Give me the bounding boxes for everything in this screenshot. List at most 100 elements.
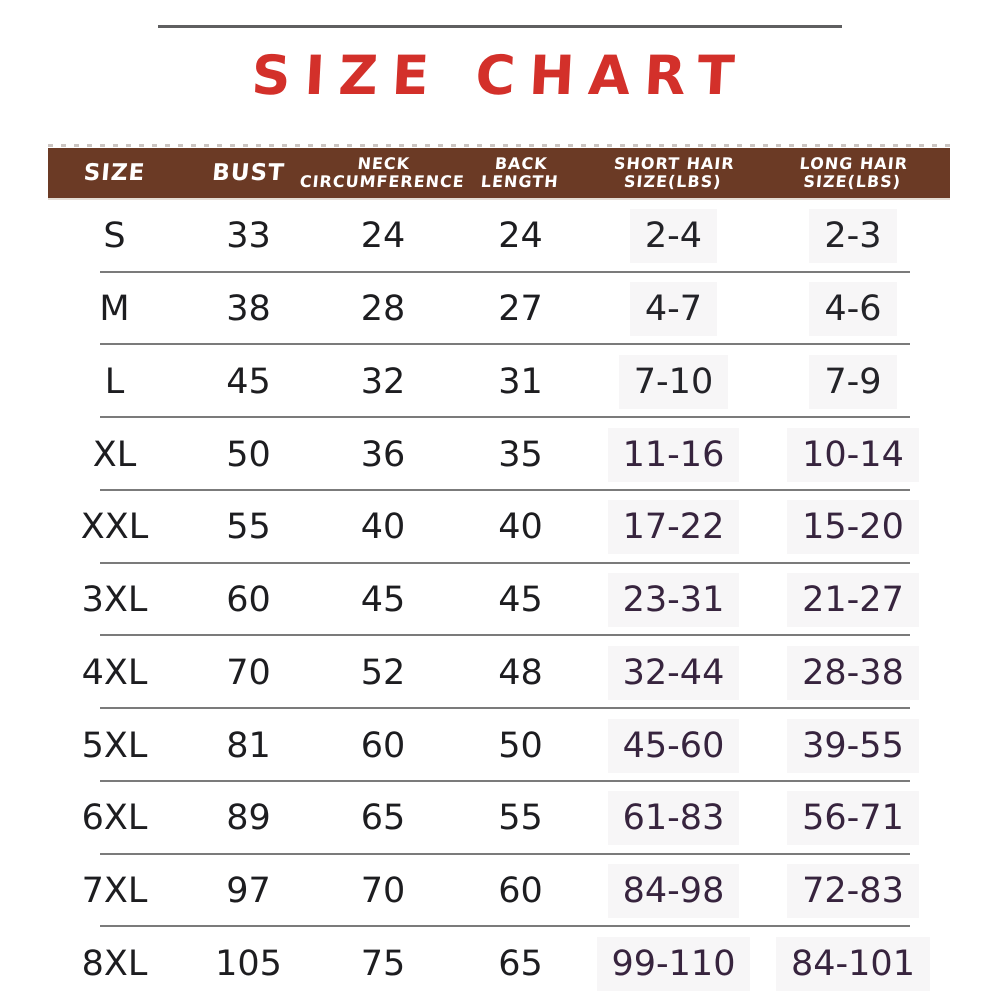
table-row: XL 50 36 35 11-16 10-14 <box>48 418 950 491</box>
cell-neck-circumference: 45 <box>360 580 406 621</box>
long-hair-value: 10-14 <box>787 427 919 482</box>
cell-long-hair-size: 28-38 <box>756 645 950 700</box>
cell-bust: 105 <box>215 943 282 984</box>
cell-back-length: 40 <box>498 507 543 548</box>
cell-short-hair-size: 23-31 <box>591 573 756 628</box>
short-hair-value: 23-31 <box>607 573 740 628</box>
page-title: SIZE CHART <box>250 44 750 107</box>
cell-neck-circumference: 65 <box>360 798 406 839</box>
cell-bust: 89 <box>226 798 271 839</box>
cell-long-hair-size: 39-55 <box>756 718 950 773</box>
cell-back-length: 35 <box>498 434 543 475</box>
short-hair-value: 32-44 <box>607 645 740 700</box>
cell-short-hair-size: 17-22 <box>591 500 756 555</box>
table-row: 7XL 97 70 60 84-98 72-83 <box>48 855 950 928</box>
cell-long-hair-size: 10-14 <box>756 427 950 482</box>
cell-back-length: 27 <box>498 289 543 330</box>
cell-neck-circumference: 36 <box>360 434 406 475</box>
cell-neck-circumference: 52 <box>360 652 406 693</box>
column-header-neck-circumference: NECK CIRCUMFERENCE <box>299 153 466 191</box>
cell-size: 7XL <box>81 870 148 911</box>
cell-back-length: 24 <box>498 216 543 257</box>
cell-bust: 38 <box>226 289 271 330</box>
long-hair-value: 15-20 <box>787 500 919 555</box>
cell-long-hair-size: 15-20 <box>756 500 950 555</box>
cell-neck-circumference: 60 <box>360 725 406 766</box>
cell-size: XL <box>92 434 137 475</box>
cell-bust: 60 <box>226 580 271 621</box>
cell-size: S <box>103 216 126 257</box>
cell-bust: 50 <box>226 434 271 475</box>
cell-size: 8XL <box>81 943 148 984</box>
cell-bust: 33 <box>226 216 271 257</box>
cell-size: 6XL <box>81 798 148 839</box>
long-hair-value: 4-6 <box>809 282 897 337</box>
cell-short-hair-size: 84-98 <box>591 863 756 918</box>
cell-short-hair-size: 45-60 <box>591 718 756 773</box>
table-row: L 45 32 31 7-10 7-9 <box>48 345 950 418</box>
table-row: S 33 24 24 2-4 2-3 <box>48 200 950 273</box>
table-row: 6XL 89 65 55 61-83 56-71 <box>48 782 950 855</box>
cell-short-hair-size: 11-16 <box>591 427 756 482</box>
table-row: 8XL 105 75 65 99-110 84-101 <box>48 927 950 1000</box>
cell-back-length: 60 <box>498 870 543 911</box>
long-hair-value: 84-101 <box>776 936 930 991</box>
cell-short-hair-size: 61-83 <box>591 791 756 846</box>
cell-bust: 81 <box>226 725 271 766</box>
cell-long-hair-size: 21-27 <box>756 573 950 628</box>
table-row: 3XL 60 45 45 23-31 21-27 <box>48 564 950 637</box>
long-hair-value: 39-55 <box>787 718 919 773</box>
table-row: M 38 28 27 4-7 4-6 <box>48 273 950 346</box>
short-hair-value: 11-16 <box>607 427 740 482</box>
column-header-short-hair-size: SHORT HAIR SIZE(LBS) <box>613 153 736 191</box>
cell-neck-circumference: 70 <box>360 870 406 911</box>
cell-size: 5XL <box>81 725 148 766</box>
short-hair-value: 7-10 <box>618 354 729 409</box>
cell-long-hair-size: 2-3 <box>756 209 950 264</box>
table-header-row: SIZE BUST NECK CIRCUMFERENCE BACK LENGTH… <box>48 144 950 200</box>
cell-short-hair-size: 7-10 <box>591 354 756 409</box>
cell-bust: 70 <box>226 652 271 693</box>
cell-bust: 97 <box>226 870 271 911</box>
top-divider-line <box>158 25 842 28</box>
long-hair-value: 7-9 <box>809 354 897 409</box>
cell-size: 4XL <box>81 652 148 693</box>
long-hair-value: 72-83 <box>787 863 919 918</box>
cell-back-length: 55 <box>498 798 543 839</box>
long-hair-value: 2-3 <box>809 209 897 264</box>
cell-neck-circumference: 32 <box>360 361 406 402</box>
table-row: XXL 55 40 40 17-22 15-20 <box>48 491 950 564</box>
cell-bust: 55 <box>226 507 271 548</box>
cell-back-length: 45 <box>498 580 543 621</box>
cell-back-length: 50 <box>498 725 543 766</box>
table-row: 5XL 81 60 50 45-60 39-55 <box>48 709 950 782</box>
long-hair-value: 21-27 <box>787 573 919 628</box>
cell-size: 3XL <box>81 580 148 621</box>
cell-long-hair-size: 4-6 <box>756 282 950 337</box>
cell-back-length: 48 <box>498 652 543 693</box>
cell-neck-circumference: 40 <box>360 507 406 548</box>
column-header-size: SIZE <box>82 159 147 186</box>
short-hair-value: 61-83 <box>607 791 740 846</box>
cell-long-hair-size: 56-71 <box>756 791 950 846</box>
long-hair-value: 56-71 <box>787 791 919 846</box>
cell-long-hair-size: 72-83 <box>756 863 950 918</box>
short-hair-value: 4-7 <box>629 282 718 337</box>
cell-short-hair-size: 99-110 <box>591 936 756 991</box>
short-hair-value: 45-60 <box>607 718 740 773</box>
short-hair-value: 17-22 <box>607 500 740 555</box>
cell-back-length: 65 <box>498 943 543 984</box>
table-body: S 33 24 24 2-4 2-3 M 38 28 27 4-7 4-6 L … <box>48 200 950 1000</box>
cell-size: XXL <box>80 507 149 548</box>
cell-size: L <box>104 361 125 402</box>
column-header-bust: BUST <box>211 159 286 186</box>
cell-long-hair-size: 7-9 <box>756 354 950 409</box>
long-hair-value: 28-38 <box>787 645 919 700</box>
cell-short-hair-size: 32-44 <box>591 645 756 700</box>
short-hair-value: 2-4 <box>629 209 718 264</box>
cell-long-hair-size: 84-101 <box>756 936 950 991</box>
cell-size: M <box>99 289 130 330</box>
cell-short-hair-size: 4-7 <box>591 282 756 337</box>
column-header-long-hair-size: LONG HAIR SIZE(LBS) <box>798 153 909 191</box>
